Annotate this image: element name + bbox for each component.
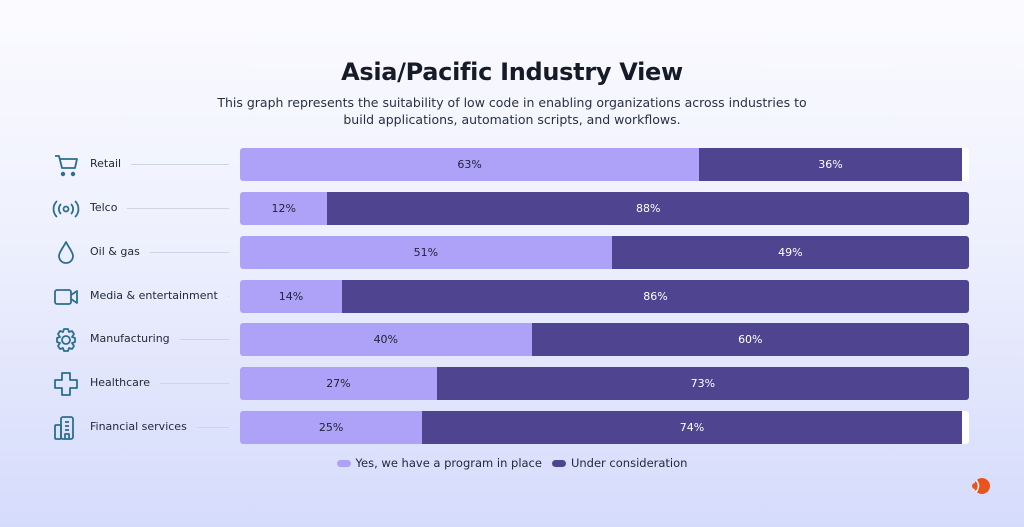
droplet-icon (58, 241, 74, 264)
data-label-yes: 40% (373, 333, 399, 346)
bar-under-consideration: 88% (327, 192, 969, 225)
data-label-under-consideration: 88% (636, 202, 661, 215)
chart-row: Manufacturing 40% 60% (0, 323, 1024, 356)
legend-swatch-under-consideration (551, 459, 566, 467)
category-label: Oil & gas (90, 245, 140, 258)
leader-line (227, 296, 229, 297)
bar-under-consideration: 73% (436, 367, 969, 400)
bar-yes: 14% (240, 280, 343, 313)
bar-yes: 40% (240, 323, 532, 356)
legend-item-under-consideration: Under consideration (551, 456, 688, 470)
bar-track: 25% 74% (240, 411, 969, 444)
leader-line (149, 252, 229, 253)
bar-under-consideration: 36% (699, 148, 962, 181)
leader-line (196, 427, 229, 428)
brand-logo-icon (972, 478, 990, 494)
legend-label-yes: Yes, we have a program in place (355, 456, 542, 470)
bar-under-consideration: 60% (531, 323, 969, 356)
bar-under-consideration: 74% (422, 411, 962, 444)
category-label: Retail (90, 157, 122, 170)
bar-yes: 12% (240, 192, 328, 225)
bar-yes: 63% (240, 148, 700, 181)
data-label-yes: 63% (457, 158, 482, 171)
chart-row: Media & entertainment 14% 86% (0, 280, 1024, 313)
data-label-yes: 12% (271, 202, 296, 215)
data-label-under-consideration: 74% (679, 421, 705, 434)
bar-track: 51% 49% (240, 236, 969, 269)
category-label: Telco (90, 201, 118, 214)
chart-row: Telco 12% 88% (0, 192, 1024, 225)
bar-track: 63% 36% (240, 148, 969, 181)
chart-row: Financial services 25% 74% (0, 411, 1024, 444)
leader-line (131, 164, 229, 165)
gear-icon (56, 328, 76, 352)
category-label: Healthcare (90, 376, 150, 389)
category-label: Manufacturing (90, 332, 170, 345)
data-label-under-consideration: 73% (690, 377, 716, 390)
building-icon (54, 416, 74, 440)
bar-under-consideration: 86% (342, 280, 969, 313)
data-label-yes: 27% (326, 377, 351, 390)
cross-icon (54, 372, 78, 396)
bar-track: 12% 88% (240, 192, 969, 225)
cart-icon (55, 155, 78, 177)
category-label: Financial services (90, 420, 187, 433)
bar-track: 27% 73% (240, 367, 969, 400)
chart-title: Asia/Pacific Industry View (341, 58, 683, 86)
leader-line (179, 339, 229, 340)
bar-under-consideration: 49% (611, 236, 969, 269)
legend-swatch-yes (336, 459, 351, 467)
video-camera-icon (54, 289, 78, 305)
leader-line (127, 208, 229, 209)
bar-track: 40% 60% (240, 323, 969, 356)
data-label-yes: 14% (278, 290, 304, 303)
chart-row: Retail 63% 36% (0, 148, 1024, 181)
chart-row: Healthcare 27% 73% (0, 367, 1024, 400)
data-label-yes: 25% (318, 421, 344, 434)
data-label-yes: 51% (413, 246, 439, 259)
bar-yes: 27% (240, 367, 437, 400)
signal-icon (52, 200, 80, 218)
bar-yes: 25% (240, 411, 423, 444)
bar-yes: 51% (240, 236, 612, 269)
legend-item-yes: Yes, we have a program in place (336, 456, 542, 470)
bar-track: 14% 86% (240, 280, 969, 313)
data-label-under-consideration: 86% (643, 290, 668, 303)
legend: Yes, we have a program in place Under co… (0, 456, 1024, 470)
data-label-under-consideration: 49% (778, 246, 803, 259)
leader-line (159, 383, 229, 384)
category-label: Media & entertainment (90, 289, 218, 302)
chart-subtitle: This graph represents the suitability of… (217, 95, 807, 127)
data-label-under-consideration: 60% (738, 333, 763, 346)
chart-row: Oil & gas 51% 49% (0, 236, 1024, 269)
data-label-under-consideration: 36% (818, 158, 843, 171)
legend-label-under-consideration: Under consideration (570, 456, 688, 470)
